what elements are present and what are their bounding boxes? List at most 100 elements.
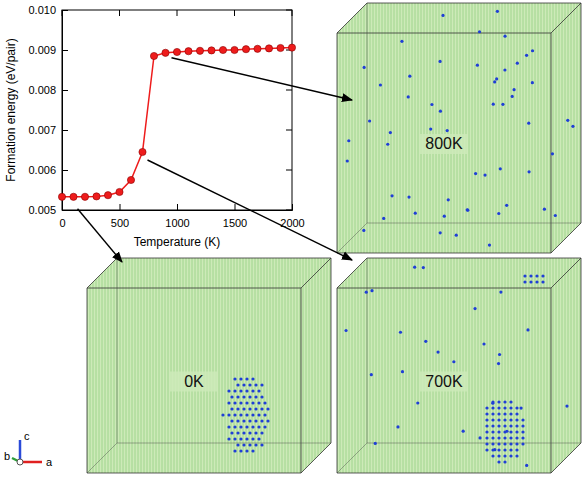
- vacancy-dot: [551, 152, 554, 155]
- atom-column: [463, 258, 464, 473]
- vacancy-dot: [400, 40, 403, 43]
- vacancy-dot: [497, 400, 500, 403]
- vacancy-dot: [509, 430, 512, 433]
- vacancy-dot: [245, 425, 248, 428]
- atom-column: [454, 258, 455, 473]
- atom-column: [261, 258, 262, 473]
- vacancy-dot: [260, 419, 263, 422]
- atom-column: [562, 258, 563, 473]
- atom-column: [559, 258, 560, 473]
- box-fill: [337, 3, 581, 253]
- atom-column: [580, 3, 581, 253]
- atom-column: [448, 258, 449, 473]
- atom-column: [225, 258, 226, 473]
- vacancy-dot: [239, 389, 242, 392]
- vacancy-dot: [254, 431, 257, 434]
- vacancy-dot: [233, 425, 236, 428]
- vacancy-dot: [230, 407, 233, 410]
- vacancy-dot: [424, 340, 427, 343]
- vacancy-dot: [233, 437, 236, 440]
- atom-column: [285, 258, 286, 473]
- atom-column: [481, 258, 482, 473]
- vacancy-dot: [497, 436, 500, 439]
- atom-column: [562, 3, 563, 253]
- atom-column: [123, 258, 124, 473]
- vacancy-dot: [531, 49, 534, 52]
- atom-column: [544, 3, 545, 253]
- vacancy-dot: [525, 54, 528, 57]
- vacancy-dot: [227, 413, 230, 416]
- y-tick-label: 0.009: [28, 44, 56, 56]
- atom-column: [243, 258, 244, 473]
- vacancy-dot: [535, 280, 538, 283]
- vacancy-dot: [266, 407, 269, 410]
- atom-column: [219, 258, 220, 473]
- atom-column: [306, 258, 307, 473]
- x-tick: 1000: [165, 204, 189, 229]
- atom-column: [300, 258, 301, 473]
- vacancy-dot: [251, 425, 254, 428]
- x-tick-label: 1000: [165, 217, 189, 229]
- vacancy-dot: [485, 424, 488, 427]
- x-tick-mark-top: [119, 10, 120, 16]
- atom-column: [90, 258, 91, 473]
- atom-column: [201, 258, 202, 473]
- atom-column: [222, 258, 223, 473]
- vacancy-dot: [257, 437, 260, 440]
- x-axis: 0500100015002000: [59, 204, 304, 229]
- vacancy-dot: [439, 110, 442, 113]
- atom-column: [511, 3, 512, 253]
- vacancy-dot: [248, 431, 251, 434]
- atom-column: [183, 258, 184, 473]
- atom-column: [526, 258, 527, 473]
- atom-column: [324, 258, 325, 473]
- y-tick-label: 0.006: [28, 164, 56, 176]
- vacancy-dot: [407, 195, 410, 198]
- x-tick: 500: [111, 204, 129, 229]
- atom-column: [358, 3, 359, 253]
- atom-column: [349, 258, 350, 473]
- data-point: [208, 47, 215, 54]
- atom-column: [475, 3, 476, 253]
- atom-column: [451, 3, 452, 253]
- atom-column: [171, 258, 172, 473]
- atom-column: [493, 258, 494, 473]
- atom-column: [409, 258, 410, 473]
- vacancy-dot: [516, 62, 519, 65]
- atom-column: [337, 258, 338, 473]
- vacancy-dot: [503, 442, 506, 445]
- box-edge: [367, 258, 581, 259]
- atom-column: [168, 258, 169, 473]
- data-point: [219, 46, 226, 53]
- vacancy-dot: [521, 418, 524, 421]
- atom-column: [496, 258, 497, 473]
- atom-column: [502, 3, 503, 253]
- atom-column: [502, 258, 503, 473]
- atom-column: [472, 3, 473, 253]
- vacancy-dot: [379, 83, 382, 86]
- vacancy-dot: [254, 395, 257, 398]
- vacancy-dot: [251, 449, 254, 452]
- y-tick-mark: [62, 90, 68, 91]
- atom-column: [195, 258, 196, 473]
- atom-column: [87, 258, 88, 473]
- atom-column: [117, 258, 118, 473]
- vacancy-dot: [491, 412, 494, 415]
- vacancy-dot: [531, 81, 534, 84]
- atom-column: [529, 3, 530, 253]
- vacancy-dot: [503, 424, 506, 427]
- atom-column: [303, 258, 304, 473]
- vacancy-dot: [245, 449, 248, 452]
- atom-column: [192, 258, 193, 473]
- atom-column: [237, 258, 238, 473]
- atom-column: [114, 258, 115, 473]
- vacancy-dot: [439, 231, 442, 234]
- atom-column: [490, 3, 491, 253]
- vacancy-dot: [260, 431, 263, 434]
- box-edge: [87, 288, 88, 473]
- vacancy-dot: [503, 68, 506, 71]
- vacancy-dot: [493, 80, 496, 83]
- vacancy-dot: [236, 443, 239, 446]
- atom-column: [508, 258, 509, 473]
- box-edge: [367, 443, 581, 444]
